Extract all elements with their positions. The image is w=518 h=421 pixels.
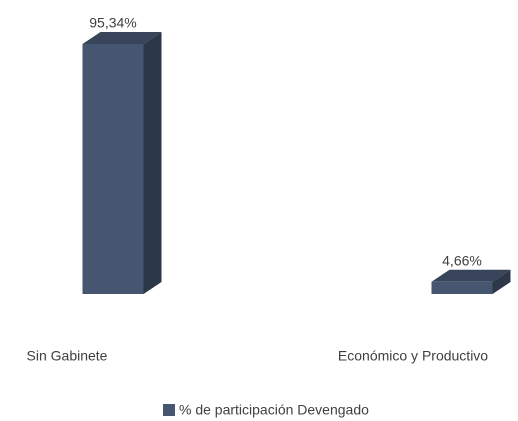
bar-top — [82, 32, 162, 44]
x-tick-label: Económico y Productivo — [338, 348, 488, 364]
bar-top — [431, 269, 511, 282]
value-label: 95,34% — [89, 15, 136, 31]
bar — [82, 44, 144, 294]
value-label: 4,66% — [442, 252, 482, 268]
bar-side — [492, 269, 511, 294]
x-tick-label: Sin Gabinete — [27, 348, 108, 364]
legend-label: % de participación Devengado — [179, 402, 369, 418]
bar-side — [143, 32, 162, 294]
legend-swatch — [163, 404, 175, 416]
bar — [431, 281, 493, 294]
